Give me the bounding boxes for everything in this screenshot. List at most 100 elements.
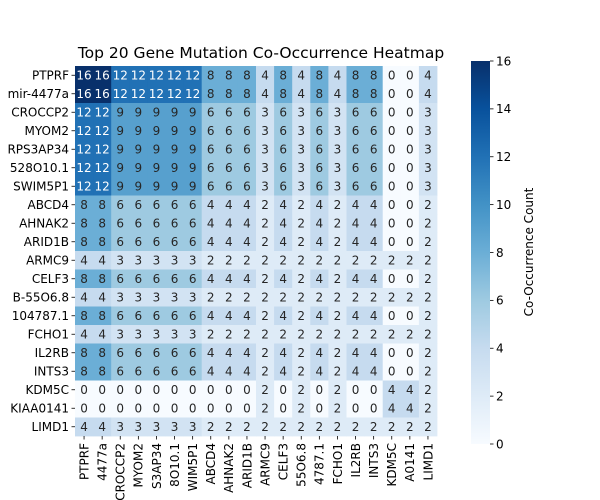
cell-value-label: 4: [225, 309, 233, 323]
cell-value-label: 16: [76, 69, 91, 83]
heatmap-cell: [183, 399, 203, 418]
heatmap-cell: [292, 214, 311, 233]
heatmap-cell: [165, 251, 184, 270]
column-tick-label: FCHO1: [331, 443, 345, 484]
heatmap-cell: [346, 362, 365, 381]
cell-value-label: 16: [76, 87, 91, 101]
heatmap-cell: [111, 214, 130, 233]
cell-value-label: 2: [424, 291, 432, 305]
colorbar-tick-label: 0: [496, 437, 504, 451]
heatmap-cell: [310, 362, 329, 381]
heatmap-cell: [147, 251, 166, 270]
heatmap-cell: [364, 84, 384, 104]
cell-value-label: 0: [352, 402, 360, 416]
heatmap-cell: [237, 325, 257, 344]
cell-value-label: 2: [261, 254, 269, 268]
heatmap-cell: [364, 399, 384, 418]
cell-value-label: 9: [153, 124, 161, 138]
cell-value-label: 8: [243, 87, 251, 101]
heatmap-cell: [219, 417, 239, 437]
colorbar-tick-label: 16: [496, 54, 511, 68]
cell-value-label: 4: [316, 272, 324, 286]
cell-value-label: 6: [153, 198, 161, 212]
heatmap-cell: [418, 140, 438, 159]
heatmap-cell: [75, 325, 94, 344]
heatmap-cell: [364, 140, 384, 159]
cell-value-label: 0: [388, 124, 396, 138]
cell-value-label: 4: [370, 346, 378, 360]
cell-value-label: 8: [98, 217, 106, 231]
cell-value-label: 2: [370, 254, 378, 268]
cell-value-label: 4: [279, 198, 287, 212]
cell-value-label: 2: [297, 198, 305, 212]
cell-value-label: 9: [171, 161, 179, 175]
cell-value-label: 0: [225, 402, 233, 416]
colorbar-tick-label: 8: [496, 246, 504, 260]
heatmap-cell: [418, 269, 438, 289]
heatmap-cell: [310, 269, 329, 289]
cell-value-label: 3: [261, 124, 269, 138]
cell-value-label: 8: [243, 69, 251, 83]
heatmap-cell: [237, 380, 257, 400]
heatmap-cell: [328, 177, 347, 196]
heatmap-cell: [129, 84, 148, 104]
cell-value-label: 6: [225, 124, 233, 138]
cell-value-label: 6: [153, 235, 161, 249]
heatmap-cell: [111, 417, 130, 437]
heatmap-cell: [183, 121, 203, 141]
heatmap-cell: [219, 251, 239, 270]
cell-value-label: 4: [279, 346, 287, 360]
cell-value-label: 9: [153, 106, 161, 120]
cell-value-label: 2: [424, 309, 432, 323]
cell-value-label: 4: [207, 235, 215, 249]
cell-value-label: 12: [76, 143, 91, 157]
cell-value-label: 2: [261, 383, 269, 397]
colorbar-tick-label: 4: [496, 342, 504, 356]
heatmap-cell: [237, 66, 257, 85]
heatmap-cell: [382, 84, 402, 104]
heatmap-cell: [256, 251, 275, 270]
heatmap-cell: [274, 251, 293, 270]
cell-value-label: 2: [334, 272, 342, 286]
column-tick-label: ARMC9: [258, 443, 272, 486]
heatmap-cell: [237, 121, 257, 141]
heatmap-cell: [183, 84, 203, 104]
cell-value-label: 0: [406, 272, 414, 286]
heatmap-cell: [201, 251, 221, 270]
cell-value-label: 2: [225, 420, 233, 434]
heatmap-cell: [256, 195, 275, 215]
heatmap-cell: [328, 399, 347, 418]
heatmap-cell: [93, 140, 112, 159]
cell-value-label: 3: [297, 143, 305, 157]
cell-value-label: 2: [334, 346, 342, 360]
heatmap-cell: [201, 214, 221, 233]
cell-value-label: 2: [261, 328, 269, 342]
heatmap-cell: [292, 362, 311, 381]
heatmap-cell: [183, 343, 203, 363]
heatmap-cell: [165, 214, 184, 233]
cell-value-label: 3: [135, 328, 143, 342]
heatmap-cell: [364, 343, 384, 363]
cell-value-label: 4: [279, 272, 287, 286]
cell-value-label: 2: [352, 291, 360, 305]
cell-value-label: 2: [261, 198, 269, 212]
cell-value-label: 8: [370, 87, 378, 101]
row-tick-label: IL2RB: [35, 346, 69, 360]
cell-value-label: 0: [243, 402, 251, 416]
cell-value-label: 0: [153, 383, 161, 397]
heatmap-cell: [256, 269, 275, 289]
heatmap-cell: [256, 325, 275, 344]
cell-value-label: 9: [189, 124, 197, 138]
heatmap-cell: [364, 380, 384, 400]
cell-value-label: 6: [370, 106, 378, 120]
heatmap-cell: [165, 306, 184, 326]
cell-value-label: 4: [388, 383, 396, 397]
cell-value-label: 0: [388, 69, 396, 83]
heatmap-cell: [129, 158, 148, 178]
heatmap-cell: [75, 343, 94, 363]
cell-value-label: 6: [116, 272, 124, 286]
heatmap-cell: [201, 399, 221, 418]
heatmap-cell: [346, 306, 365, 326]
heatmap-cell: [328, 103, 347, 122]
